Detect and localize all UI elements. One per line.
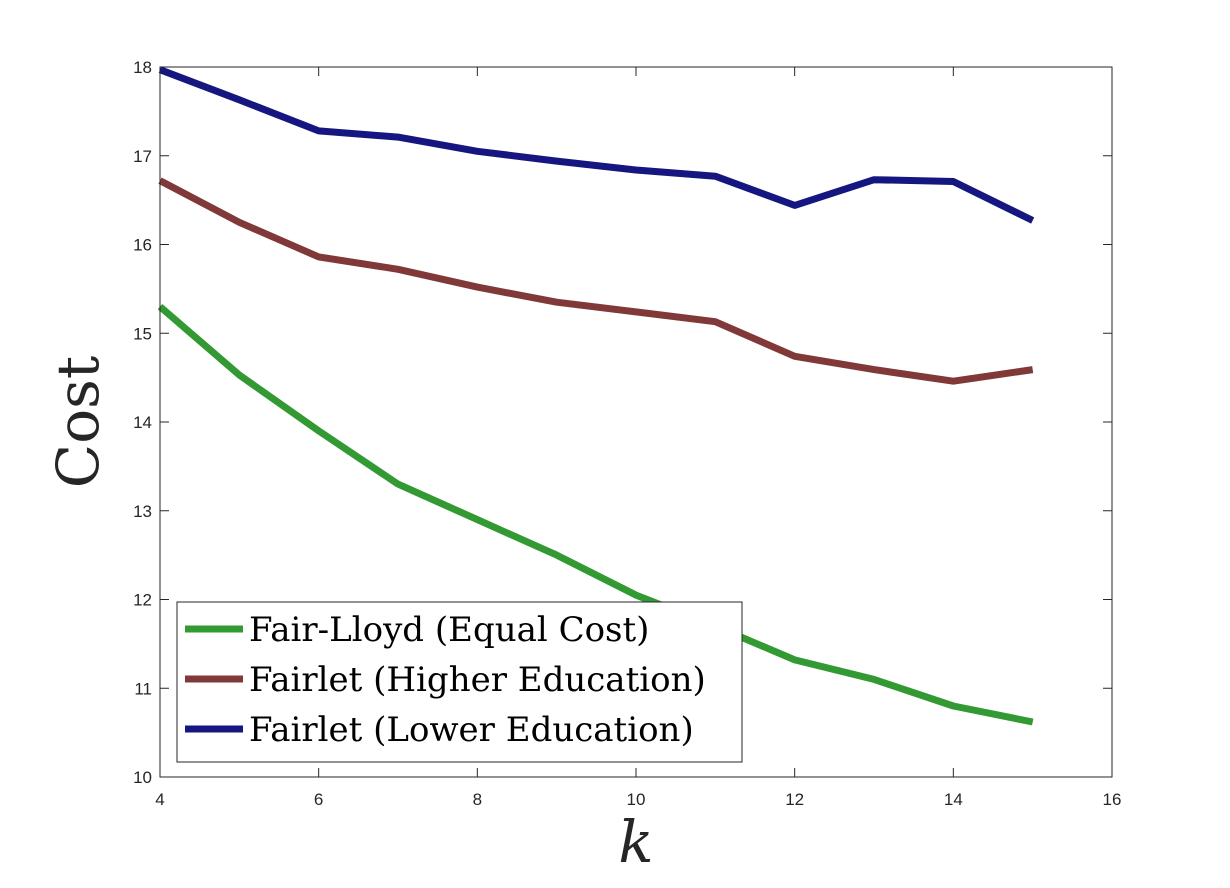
y-tick-label: 10 (133, 768, 152, 787)
series-line-2 (158, 177, 1034, 385)
y-tick-label: 14 (133, 413, 152, 432)
y-tick-label: 15 (133, 324, 152, 343)
legend-box (176, 601, 743, 763)
x-axis-title: k (618, 808, 653, 876)
x-tick-label: 4 (155, 790, 164, 809)
y-tick-label: 18 (133, 58, 152, 77)
legend-label-3: Fairlet (Lower Education) (249, 710, 694, 750)
legend: Fair-Lloyd (Equal Cost) Fairlet (Higher E… (176, 601, 743, 763)
series-line-3 (158, 66, 1035, 224)
x-tick-label: 6 (314, 790, 323, 809)
legend-label-1: Fair-Lloyd (Equal Cost) (249, 610, 649, 650)
y-tick-label: 16 (133, 236, 152, 255)
y-tick-label: 12 (133, 591, 152, 610)
x-tick-label: 16 (1103, 790, 1122, 809)
y-tick-label: 17 (133, 147, 152, 166)
y-tick-label: 11 (134, 679, 152, 698)
x-tick-label: 10 (627, 790, 646, 809)
series-line-1 (157, 303, 1034, 726)
x-tick-label: 14 (944, 790, 963, 809)
legend-label-2: Fairlet (Higher Education) (249, 660, 706, 700)
x-tick-label: 8 (473, 790, 482, 809)
y-axis-title: Cost (44, 356, 112, 488)
y-tick-label: 13 (133, 502, 152, 521)
x-tick-label: 12 (785, 790, 804, 809)
axes: 4 6 8 10 12 14 16 10 11 12 13 14 15 16 17 18 (133, 58, 1121, 809)
